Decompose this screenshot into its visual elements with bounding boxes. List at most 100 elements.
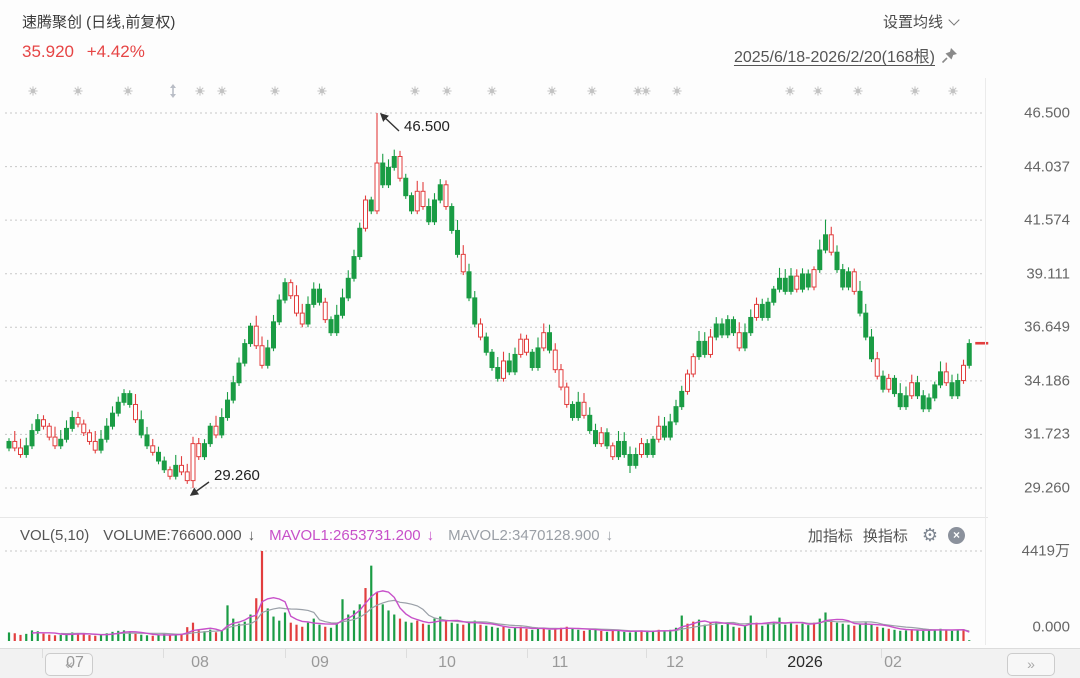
volume-chart[interactable] (0, 520, 990, 648)
month-tick (766, 649, 767, 658)
pin-icon[interactable] (941, 47, 958, 64)
scroll-right-button[interactable]: » (1007, 653, 1055, 676)
candle-body (800, 273, 805, 290)
candle-body (265, 347, 271, 366)
month-label: 11 (551, 654, 569, 671)
candle-body (943, 371, 949, 384)
candle-body (656, 425, 662, 440)
candle-body (35, 419, 41, 432)
candle-body (443, 184, 449, 208)
candle-body (391, 156, 397, 168)
candle-body (673, 406, 679, 423)
candle-body (437, 184, 443, 201)
volume-bar (847, 624, 850, 641)
volume-bar (858, 623, 862, 641)
event-marker-icon (442, 86, 452, 96)
ma-settings-button[interactable]: 设置均线 (883, 11, 960, 32)
candle-body (294, 295, 299, 314)
volume-bar (697, 619, 701, 641)
month-label: 10 (438, 654, 456, 671)
candle-body (863, 312, 869, 338)
volume-value: VOLUME:76600.000 (103, 526, 242, 544)
volume-bar (71, 632, 74, 641)
event-marker-icon (547, 86, 557, 96)
candle-body (110, 412, 115, 427)
volume-bar (255, 598, 258, 641)
volume-bar (88, 635, 91, 641)
candle-body (460, 253, 466, 273)
volume-bar (784, 624, 787, 641)
volume-bar (502, 626, 505, 641)
candle-body (23, 445, 29, 456)
candle-body (386, 166, 391, 186)
candle-body (144, 434, 150, 447)
mavol2-down-arrow-icon: ↓ (605, 526, 614, 544)
event-marker-icon (217, 86, 227, 96)
volume-bar (421, 623, 425, 641)
candle-body (886, 377, 892, 390)
volume-bar (364, 588, 367, 641)
event-marker-icon (672, 86, 682, 96)
candle-body (259, 345, 265, 366)
candle-body (598, 432, 604, 445)
candle-body (880, 375, 886, 390)
candle-body (915, 382, 920, 397)
candle-body (478, 323, 483, 338)
last-price: 35.920 (22, 42, 74, 61)
month-label: 2026 (787, 654, 823, 671)
candle-body (765, 301, 771, 318)
price-axis-label: 39.111 (1026, 265, 1070, 283)
candle-body (897, 393, 903, 408)
volume-bar (916, 630, 919, 641)
volume-bar (801, 623, 804, 641)
switch-indicator-button[interactable]: 换指标 (862, 527, 908, 545)
price-chart[interactable] (0, 78, 990, 512)
candle-body (403, 177, 409, 197)
candle-body (920, 395, 926, 410)
event-marker-icon (317, 86, 327, 96)
gear-icon[interactable]: ⚙ (921, 525, 938, 545)
volume-bar (554, 628, 557, 641)
add-indicator-button[interactable]: 加指标 (807, 527, 853, 545)
volume-bar (755, 622, 758, 641)
month-tick (646, 649, 647, 658)
candle-body (161, 460, 167, 471)
candle-body (420, 190, 426, 208)
close-indicator-icon[interactable]: × (948, 526, 965, 544)
candle-body (949, 382, 955, 397)
candle-body (248, 325, 253, 345)
volume-bar (830, 620, 833, 641)
volume-bar (772, 622, 775, 641)
volume-bar (588, 629, 591, 641)
date-range-link[interactable]: 2025/6/18-2026/2/20(168根) (733, 49, 935, 66)
candle-body (311, 288, 317, 305)
candle-body (869, 336, 874, 360)
volume-bar (151, 635, 154, 641)
volume-bar (531, 629, 534, 641)
candle-body (127, 393, 133, 405)
event-marker-icon (195, 86, 205, 96)
volume-bar (651, 630, 655, 641)
volume-bar (525, 628, 528, 641)
scroll-left-button[interactable]: « (45, 653, 93, 676)
volume-bar (266, 608, 269, 641)
volume-bar (899, 630, 902, 641)
volume-bar (956, 630, 959, 641)
candle-body (75, 417, 81, 425)
volume-bar (674, 627, 678, 641)
volume-bar (686, 623, 689, 641)
volume-bar (893, 629, 896, 641)
price-axis-label: 34.186 (1024, 372, 1070, 390)
candle-body (518, 338, 524, 355)
volume-bar (42, 633, 45, 641)
candle-body (961, 364, 966, 382)
volume-bar (611, 630, 614, 641)
mavol1-value: MAVOL1:2653731.200 (269, 526, 421, 544)
volume-bar (835, 622, 839, 641)
volume-axis: 4419万 0.000 (990, 520, 1080, 648)
candle-body (782, 277, 788, 292)
volume-chart-svg (5, 550, 983, 641)
volume-bar (577, 629, 580, 641)
candle-body (242, 343, 248, 364)
